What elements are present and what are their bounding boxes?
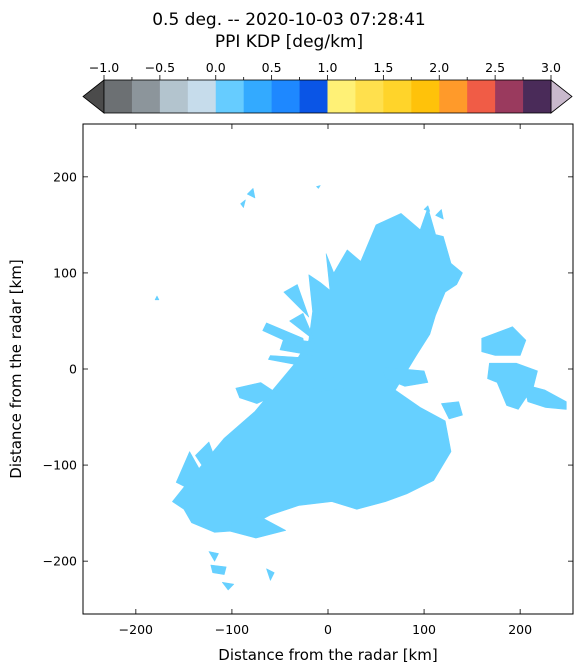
colorbar-tick-label: 2.0 xyxy=(429,60,449,75)
kdp-echo-region xyxy=(211,565,226,575)
y-tick-label: −200 xyxy=(43,554,77,569)
colorbar-tick-label: −0.5 xyxy=(145,60,175,75)
colorbar-segment xyxy=(467,80,495,113)
colorbar-segment xyxy=(272,80,300,113)
kdp-echo-region xyxy=(436,210,444,220)
colorbar-segment xyxy=(132,80,160,113)
colorbar: −1.0 −0.5 0.0 0.5 1.0 1.5 2.0 2.5 3.0 xyxy=(83,60,572,113)
colorbar-segment xyxy=(495,80,523,113)
colorbar-tick-label: 0.0 xyxy=(206,60,226,75)
colorbar-tick-label: −1.0 xyxy=(89,60,119,75)
kdp-echo-region xyxy=(317,186,321,189)
kdp-echo-region xyxy=(241,200,246,208)
colorbar-segment xyxy=(160,80,188,113)
colorbar-tick-label: 3.0 xyxy=(541,60,561,75)
colorbar-segment xyxy=(216,80,244,113)
x-tick-label: 100 xyxy=(412,622,436,637)
y-tick-label: 200 xyxy=(53,169,77,184)
x-tick-label: 0 xyxy=(324,622,332,637)
y-tick-label: 0 xyxy=(69,362,77,377)
y-tick-label: −100 xyxy=(43,458,77,473)
colorbar-segment xyxy=(523,80,551,113)
y-tick-label: 100 xyxy=(53,265,77,280)
colorbar-tick-label: 1.0 xyxy=(318,60,338,75)
colorbar-tick-label: 2.5 xyxy=(485,60,505,75)
plot-area: −200 −100 0 100 200 200 100 0 −100 −200 xyxy=(43,124,573,637)
kdp-echo-field xyxy=(155,186,566,591)
kdp-echo-region xyxy=(268,356,301,366)
colorbar-segment xyxy=(188,80,216,113)
x-axis-label: Distance from the radar [km] xyxy=(218,646,437,664)
kdp-echo-region xyxy=(482,327,526,356)
colorbar-segment xyxy=(300,80,328,113)
kdp-echo-region xyxy=(524,384,566,409)
colorbar-segment xyxy=(104,80,132,113)
chart-title-line-2: PPI KDP [deg/km] xyxy=(215,32,363,52)
colorbar-segment xyxy=(411,80,439,113)
kdp-echo-region xyxy=(247,188,255,198)
colorbar-segment xyxy=(244,80,272,113)
colorbar-segment xyxy=(439,80,467,113)
chart-title-line-1: 0.5 deg. -- 2020-10-03 07:28:41 xyxy=(152,10,426,30)
y-axis-label: Distance from the radar [km] xyxy=(7,259,25,478)
colorbar-extend-low xyxy=(83,80,104,113)
kdp-echo-region xyxy=(155,296,159,300)
colorbar-segment xyxy=(355,80,383,113)
colorbar-extend-high xyxy=(551,80,572,113)
x-tick-label: −100 xyxy=(215,622,249,637)
kdp-echo-region xyxy=(267,569,275,581)
x-tick-label: −200 xyxy=(119,622,153,637)
colorbar-tick-label: 0.5 xyxy=(262,60,282,75)
kdp-echo-region xyxy=(424,206,430,212)
colorbar-segment xyxy=(328,80,356,113)
kdp-echo-region xyxy=(284,285,309,318)
kdp-echo-region xyxy=(172,208,462,533)
kdp-echo-region xyxy=(222,582,234,590)
x-tick-label: 200 xyxy=(508,622,532,637)
colorbar-tick-label: 1.5 xyxy=(373,60,393,75)
kdp-echo-region xyxy=(441,402,462,419)
kdp-echo-region xyxy=(209,552,219,562)
colorbar-segment xyxy=(383,80,411,113)
